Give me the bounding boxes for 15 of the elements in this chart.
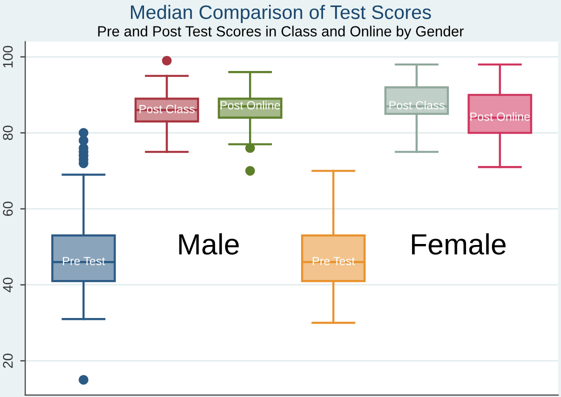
- y-tick-label: 60: [2, 202, 13, 216]
- series-label: Post Class: [140, 104, 195, 114]
- annotation: Male: [179, 233, 239, 255]
- series-label: Pre Test: [62, 256, 105, 266]
- chart-title: Median Comparison of Test Scores: [130, 4, 431, 23]
- y-tick-label: 40: [2, 278, 13, 292]
- y-tick-label: 20: [2, 354, 13, 368]
- y-tick-label: 80: [2, 126, 13, 140]
- annotation: Female: [412, 233, 506, 255]
- chart-subtitle: Pre and Post Test Scores in Class and Online by Gender: [98, 26, 464, 40]
- series-label: Pre Test: [312, 256, 355, 266]
- series-label: Post Online: [470, 112, 530, 121]
- y-tick-label: 100: [2, 46, 13, 68]
- series-label: Post Online: [220, 100, 280, 110]
- series-label: Post Class: [389, 100, 444, 110]
